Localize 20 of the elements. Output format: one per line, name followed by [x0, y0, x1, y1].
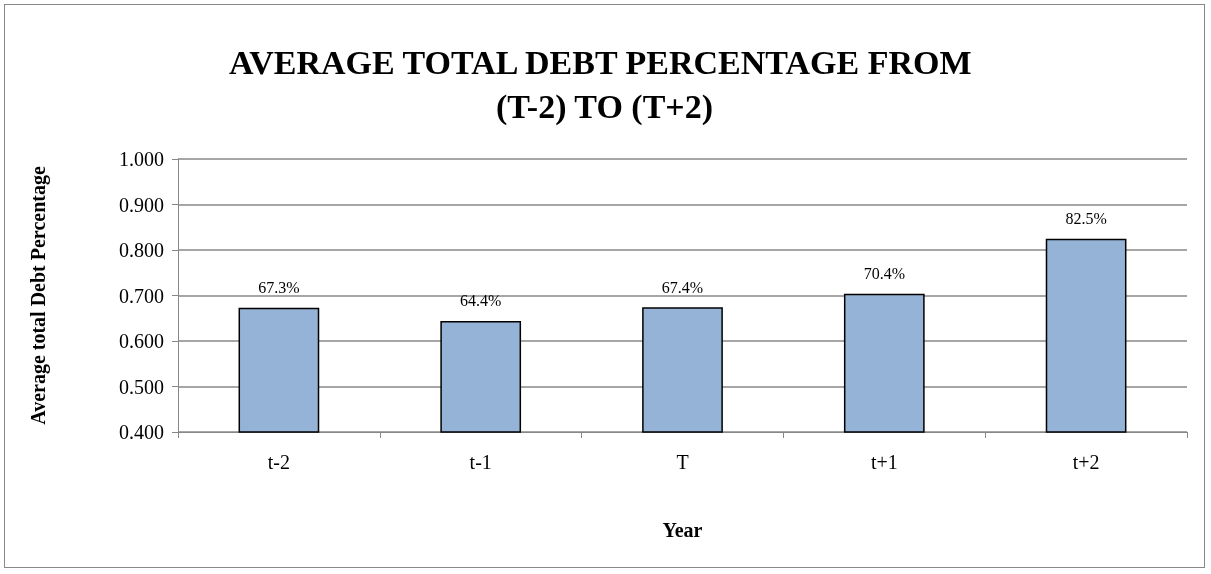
data-label: 67.4% — [661, 278, 704, 296]
y-tick-label: 0.900 — [119, 193, 164, 216]
x-tick-label: t+1 — [870, 451, 898, 473]
y-tick-label: 0.500 — [119, 375, 164, 398]
x-tick-label: t+2 — [1072, 451, 1100, 473]
y-tick-label: 0.800 — [119, 239, 164, 261]
y-axis-title: Average total Debt Percentage — [27, 166, 50, 425]
data-label: 64.4% — [460, 292, 502, 310]
y-tick-label: 0.400 — [119, 421, 164, 443]
y-tick-label: 0.600 — [119, 330, 164, 352]
x-axis-title: Year — [662, 519, 703, 541]
chart-title: AVERAGE TOTAL DEBT PERCENTAGE FROM (T-2) TO (T+2) — [229, 43, 980, 126]
x-tick-label: t-1 — [469, 451, 492, 473]
y-tick-label: 0.700 — [119, 284, 164, 307]
x-tick-label: t-2 — [267, 451, 291, 473]
data-label: 82.5% — [1065, 210, 1107, 228]
y-tick-label: 1.000 — [119, 148, 164, 170]
data-label: 67.3% — [258, 279, 300, 297]
x-tick-label: T — [676, 451, 689, 473]
data-label: 70.4% — [863, 265, 905, 283]
